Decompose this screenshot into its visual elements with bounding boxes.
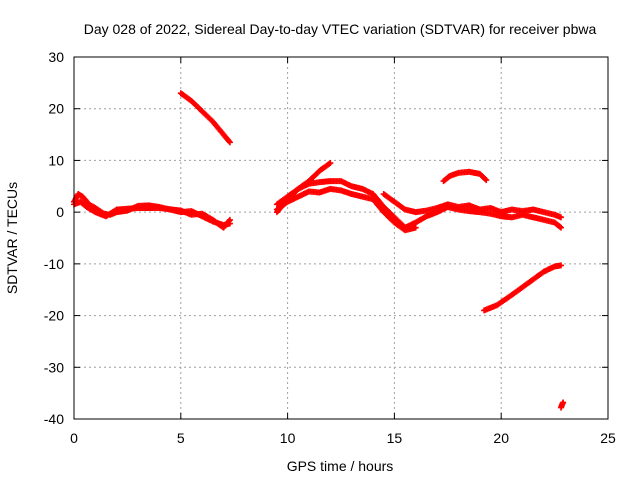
y-tick-label: 20 (48, 101, 64, 117)
series-track-j (558, 399, 567, 411)
series-track-h (440, 168, 490, 185)
y-tick-label: -20 (44, 308, 64, 324)
y-tick-label: 10 (48, 152, 64, 168)
y-tick-label: 0 (56, 204, 64, 220)
data-point (560, 399, 567, 406)
series-track-e (273, 178, 565, 231)
y-tick-label: -30 (44, 359, 64, 375)
x-axis-label: GPS time / hours (287, 458, 394, 474)
chart-title: Day 028 of 2022, Sidereal Day-to-day VTE… (84, 21, 597, 37)
x-tick-label: 5 (177, 430, 185, 446)
data-point (226, 138, 233, 145)
series-track-i (481, 262, 565, 314)
series-track-g (380, 191, 565, 221)
y-axis-label: SDTVAR / TECUs (4, 182, 20, 294)
data-point (556, 223, 563, 230)
series-track-f (273, 185, 419, 234)
y-tick-label: -10 (44, 256, 64, 272)
data-point (327, 160, 334, 167)
data-point (482, 176, 489, 183)
x-tick-label: 15 (387, 430, 403, 446)
data-point (226, 218, 233, 225)
data-point (558, 214, 565, 221)
y-tick-label: 30 (48, 49, 64, 65)
x-tick-label: 10 (280, 430, 296, 446)
data-point (326, 160, 333, 167)
x-tick-label: 20 (493, 430, 509, 446)
grid-lines (74, 57, 608, 419)
axis-ticks: 0 5 10 15 20 25 -40 -30 -20 -10 0 10 20 30 (44, 49, 616, 446)
data-point (558, 262, 565, 269)
series-track-c (177, 90, 233, 146)
x-tick-label: 25 (600, 430, 616, 446)
plot-frame (73, 56, 609, 420)
data-point (483, 177, 490, 184)
y-tick-label: -40 (44, 411, 64, 427)
data-point (226, 139, 233, 146)
data-point (558, 224, 565, 231)
data-point (226, 216, 233, 223)
data-points (71, 90, 567, 411)
data-point (412, 224, 419, 231)
x-tick-label: 0 (70, 430, 78, 446)
